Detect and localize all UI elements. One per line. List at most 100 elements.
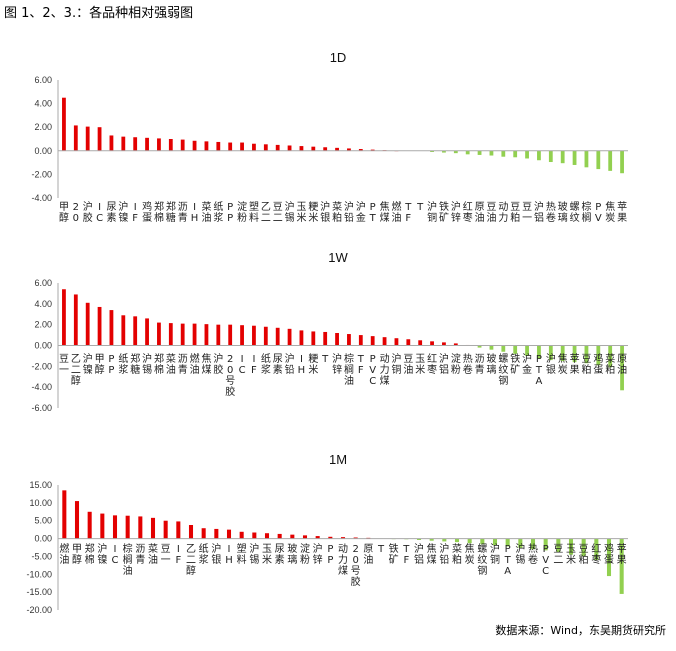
bar [454, 538, 460, 543]
category-label: 苹果 [617, 542, 627, 566]
category-label: 粳米 [308, 352, 318, 376]
bar [87, 511, 92, 539]
category-label: 沪铅 [344, 200, 354, 222]
bar [204, 141, 209, 151]
category-label: 螺纹钢 [477, 543, 487, 577]
category-label: 玻璃 [558, 200, 568, 222]
bar [157, 322, 161, 346]
y-tick-label: -6.00 [31, 403, 52, 413]
category-label: 菜粕 [605, 353, 615, 376]
category-label: 甲醇 [72, 544, 82, 566]
category-label: 燃油 [391, 200, 401, 222]
bar [489, 150, 494, 156]
category-label: 豆粕 [579, 543, 589, 566]
bar [548, 345, 553, 361]
bar [596, 150, 601, 170]
category-label: 玻璃 [287, 542, 297, 566]
bar [353, 537, 358, 539]
category-label: 沪铝 [414, 542, 424, 566]
chart-1m: 1M 15.00 10.00 5.00 0.00 -5.00 -10.00 -15.00 -20… [0, 440, 676, 620]
category-label: 豆粕 [581, 353, 591, 376]
chart-1w: 1W 6.00 4.00 2.00 0.00 -2.00 -4.00 -6.00 豆一 乙二醇 沪镍… [0, 242, 676, 420]
category-label: 沪锌 [451, 200, 461, 222]
category-label: 沪铅 [439, 542, 449, 566]
category-label: 红枣 [463, 200, 473, 222]
bar [537, 345, 541, 360]
bar [477, 150, 482, 155]
bar [240, 325, 244, 346]
category-label: 动力煤 [498, 201, 508, 222]
bar [133, 137, 138, 151]
category-label: 沪铜 [391, 352, 401, 376]
category-label: 郑糖 [130, 352, 140, 376]
category-label: T [321, 354, 329, 365]
bar [370, 336, 375, 346]
category-label: 焦煤 [380, 200, 390, 222]
category-label: 铁矿 [389, 542, 399, 566]
category-label: 沪铝 [439, 352, 449, 376]
bar [548, 150, 553, 163]
bar [581, 538, 586, 557]
bar [180, 323, 185, 346]
category-label: 豆粕 [510, 201, 520, 222]
category-label: 棕榈油 [123, 542, 133, 577]
y-tick-label: 15.00 [29, 480, 52, 490]
y-tick-label: 4.00 [34, 299, 52, 309]
category-label: 苹果 [570, 352, 580, 376]
bar [584, 345, 589, 364]
bar [275, 327, 280, 346]
bar [416, 538, 422, 540]
bar [594, 538, 599, 560]
bar [572, 150, 577, 165]
category-label: 沪铜 [427, 200, 437, 222]
category-label: 淀粉 [237, 200, 247, 222]
bar [394, 338, 399, 346]
bar [453, 343, 458, 346]
chart-title: 1W [328, 250, 348, 265]
category-label: 豆一 [59, 353, 69, 376]
bar [192, 140, 197, 151]
bar [287, 328, 292, 346]
category-label: PVC [595, 202, 602, 222]
category-label: 热卷 [546, 200, 556, 222]
bar [608, 345, 613, 368]
category-label: 沪镍 [97, 542, 107, 566]
bar [240, 142, 244, 151]
bar [302, 535, 308, 539]
category-label: 沪胶 [83, 200, 93, 222]
bar [501, 345, 506, 352]
category-label: 沪镍 [83, 352, 93, 376]
bar [537, 150, 541, 161]
category-label: 淀粉 [300, 542, 310, 566]
category-label: 燃油 [190, 352, 200, 376]
bar [239, 531, 244, 539]
bar [62, 97, 66, 151]
category-label: PTA [369, 202, 377, 222]
bar [418, 340, 423, 346]
bar [277, 533, 282, 539]
y-tick-label: -2.00 [31, 169, 52, 179]
category-label: 鸡蛋 [593, 352, 603, 376]
category-label: 菜粕 [452, 543, 462, 566]
bar [619, 538, 624, 594]
bar [121, 315, 126, 346]
bar [290, 534, 295, 539]
category-label: 沪锡 [249, 542, 259, 566]
category-label: 铁矿 [510, 352, 520, 376]
category-label: 豆油 [403, 353, 413, 376]
category-label: 玉米 [262, 544, 272, 566]
bar [596, 345, 601, 366]
bar [214, 528, 219, 539]
bar [513, 345, 518, 354]
bar [513, 150, 518, 158]
category-label: 玉米 [566, 544, 576, 566]
y-tick-label: -4.00 [31, 193, 52, 203]
category-label: 原油 [617, 353, 627, 376]
bar [150, 517, 156, 539]
category-label: 玉米 [415, 354, 425, 376]
